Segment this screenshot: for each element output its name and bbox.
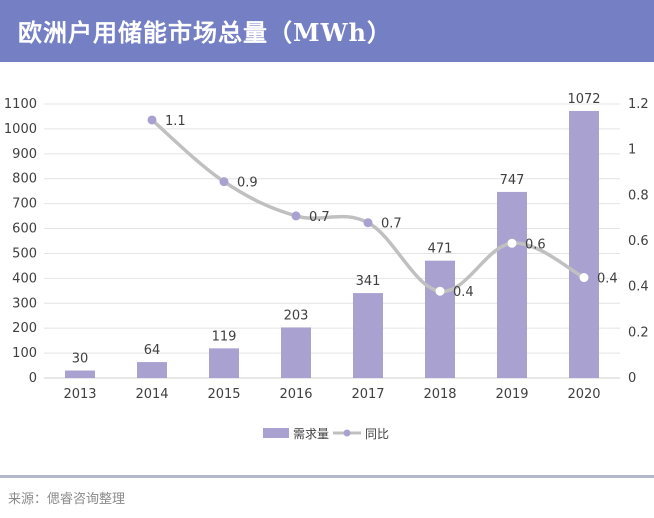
bar bbox=[281, 327, 311, 378]
bar bbox=[353, 293, 383, 378]
y-left-tick-label: 1000 bbox=[4, 122, 37, 137]
y-right-tick-label: 0.8 bbox=[628, 188, 649, 203]
yoy-value-label: 0.4 bbox=[453, 285, 474, 300]
y-left-tick-label: 1100 bbox=[4, 97, 37, 112]
y-left-tick-label: 100 bbox=[12, 346, 37, 361]
bar-value-label: 203 bbox=[284, 308, 309, 323]
y-left-tick-label: 300 bbox=[12, 296, 37, 311]
footer-divider bbox=[0, 475, 654, 478]
bar-value-label: 1072 bbox=[567, 92, 600, 107]
y-left-tick-label: 700 bbox=[12, 197, 37, 212]
y-right-tick-label: 0.2 bbox=[628, 325, 649, 340]
y-left-tick-label: 500 bbox=[12, 246, 37, 261]
yoy-value-label: 0.7 bbox=[381, 217, 402, 232]
x-tick-label: 2015 bbox=[207, 387, 240, 402]
yoy-point bbox=[147, 115, 157, 125]
yoy-point bbox=[435, 286, 445, 296]
y-left-tick-label: 400 bbox=[12, 271, 37, 286]
bar bbox=[65, 370, 95, 378]
bar bbox=[209, 348, 239, 378]
title-bar: 欧洲户用储能市场总量（MWh） bbox=[0, 0, 654, 62]
bar bbox=[425, 260, 455, 378]
yoy-point bbox=[507, 238, 517, 248]
x-tick-label: 2018 bbox=[423, 387, 456, 402]
yoy-value-label: 0.7 bbox=[309, 210, 330, 225]
legend-line-marker bbox=[343, 429, 351, 437]
page-title: 欧洲户用储能市场总量（MWh） bbox=[18, 18, 392, 47]
y-left-tick-label: 0 bbox=[29, 371, 37, 386]
bar bbox=[569, 110, 599, 378]
y-left-tick-label: 800 bbox=[12, 172, 37, 187]
energy-storage-chart: 0 100 200 300 400 500 600 700 800 900 1000 1100 0 0.2… bbox=[4, 92, 649, 441]
yoy-point bbox=[579, 273, 589, 283]
legend-bar-swatch bbox=[263, 428, 289, 438]
yoy-value-label: 1.1 bbox=[165, 114, 186, 129]
x-tick-label: 2013 bbox=[63, 387, 96, 402]
y-right-tick-label: 1 bbox=[628, 143, 636, 158]
y-right-tick-label: 1.2 bbox=[628, 97, 649, 112]
yoy-value-label: 0.6 bbox=[525, 237, 546, 252]
x-tick-label: 2014 bbox=[135, 387, 168, 402]
yoy-value-label: 0.9 bbox=[237, 176, 258, 191]
yoy-value-label: 0.4 bbox=[597, 272, 618, 287]
yoy-point bbox=[291, 211, 301, 221]
bar bbox=[497, 191, 527, 378]
y-left-tick-label: 900 bbox=[12, 147, 37, 162]
yoy-point bbox=[363, 218, 373, 228]
x-tick-label: 2016 bbox=[279, 387, 312, 402]
bar-value-label: 341 bbox=[356, 274, 381, 289]
x-tick-label: 2017 bbox=[351, 387, 384, 402]
bar-value-label: 119 bbox=[212, 329, 237, 344]
y-right-tick-label: 0.4 bbox=[628, 280, 649, 295]
source-note: 来源：偲睿咨询整理 bbox=[8, 492, 126, 507]
bar-value-label: 64 bbox=[144, 343, 161, 358]
bar-value-label: 30 bbox=[72, 352, 89, 367]
y-right-tick-label: 0.6 bbox=[628, 234, 649, 249]
y-left-tick-label: 200 bbox=[12, 321, 37, 336]
bar bbox=[137, 362, 167, 378]
legend-bar-label: 需求量 bbox=[293, 427, 329, 441]
legend-line-label: 同比 bbox=[365, 427, 389, 441]
y-right-tick-label: 0 bbox=[628, 371, 636, 386]
bar-value-label: 471 bbox=[428, 242, 453, 257]
x-tick-label: 2019 bbox=[495, 387, 528, 402]
yoy-point bbox=[219, 177, 229, 187]
bar-value-label: 747 bbox=[500, 173, 525, 188]
x-tick-label: 2020 bbox=[567, 387, 600, 402]
y-left-tick-label: 600 bbox=[12, 222, 37, 237]
